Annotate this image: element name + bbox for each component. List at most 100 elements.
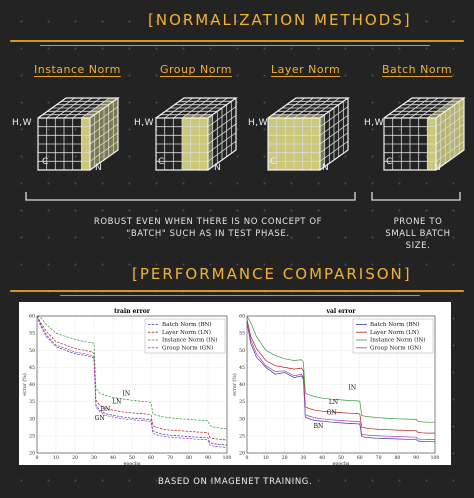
- y-tick-label: 35: [29, 399, 35, 405]
- y-tick-label: 55: [29, 331, 35, 337]
- legend-box: [144, 318, 226, 354]
- left-bracket: [25, 192, 356, 201]
- y-axis-label: error (%): [231, 373, 238, 396]
- plot-frame: [36, 315, 228, 454]
- cube-c-label: C: [386, 157, 393, 167]
- series-line-bn: [246, 322, 435, 443]
- x-tick-label: 30: [300, 455, 306, 461]
- y-tick-label: 40: [29, 382, 35, 388]
- x-tick-label: 50: [129, 455, 135, 461]
- legend-entry: Layer Norm (LN): [370, 329, 419, 336]
- cube-c-label: C: [158, 157, 165, 167]
- series-line-gn: [246, 322, 435, 440]
- series-line-in: [36, 315, 228, 430]
- x-tick-label: 20: [282, 455, 288, 461]
- y-axis-label: error (%): [21, 373, 28, 396]
- cube-n-label: N: [214, 163, 222, 173]
- method-label-batch-norm: Batch Norm: [382, 63, 453, 76]
- cube-layer-norm: [267, 97, 350, 171]
- cube-instance-norm: [37, 97, 120, 171]
- series-annotation-ln: LN: [329, 399, 338, 406]
- cube-hw-label: H,W: [248, 118, 269, 128]
- legend-entry: Batch Norm (BN): [370, 321, 420, 328]
- cube-n-label: N: [434, 163, 442, 173]
- x-tick-label: 60: [148, 455, 154, 461]
- y-tick-label: 25: [29, 433, 35, 439]
- highlight-region: [182, 114, 213, 118]
- y-tick-label: 25: [239, 433, 245, 439]
- series-line-in: [246, 315, 435, 423]
- x-tick-label: 10: [53, 455, 59, 461]
- note-robust: Robust even when there is no concept of …: [93, 217, 323, 239]
- y-tick-label: 20: [239, 451, 245, 457]
- x-tick-label: 30: [91, 455, 97, 461]
- x-tick-label: 70: [167, 455, 173, 461]
- x-tick-label: 100: [223, 455, 232, 461]
- section-title-normalization: [Normalization Methods]: [148, 11, 412, 29]
- title-underline: [60, 295, 420, 296]
- series-annotation-in: IN: [122, 390, 130, 397]
- cube-c-label: C: [42, 157, 49, 167]
- y-tick-label: 50: [239, 348, 245, 354]
- x-tick-label: 90: [413, 455, 419, 461]
- chart-title: train error: [114, 308, 151, 315]
- x-tick-label: 50: [338, 455, 344, 461]
- y-tick-label: 30: [29, 416, 35, 422]
- legend-entry: Instance Norm (IN): [162, 337, 218, 344]
- series-annotation-bn: BN: [314, 423, 324, 430]
- series-annotation-in: IN: [348, 385, 356, 392]
- x-tick-label: 100: [431, 455, 440, 461]
- legend-entry: Group Norm (GN): [370, 344, 421, 351]
- cube-hw-label: H,W: [12, 118, 33, 128]
- x-tick-label: 80: [186, 455, 192, 461]
- figure-caption: Based on Imagenet training.: [158, 477, 313, 487]
- section-title-performance: [Performance Comparison]: [132, 265, 412, 283]
- x-tick-label: 0: [36, 455, 39, 461]
- cube-hw-label: H,W: [364, 118, 385, 128]
- plot-frame: [246, 315, 436, 454]
- legend-entry: Batch Norm (BN): [162, 321, 212, 328]
- legend-entry: Layer Norm (LN): [162, 329, 211, 336]
- x-axis-label: epochs: [332, 461, 350, 465]
- title-underline: [10, 40, 464, 42]
- x-tick-label: 0: [246, 455, 249, 461]
- title-underline: [40, 45, 430, 46]
- method-label-layer-norm: Layer Norm: [271, 63, 341, 76]
- error-charts: 0 10 20 30 40 50 60 70 80 90 100202530354045505560…: [21, 308, 440, 467]
- y-tick-label: 35: [239, 399, 245, 405]
- cube-n-label: N: [322, 163, 330, 173]
- y-tick-label: 50: [29, 348, 35, 354]
- normalization-cubes: [37, 97, 466, 171]
- series-line-bn: [36, 315, 228, 446]
- series-annotation-bn: BN: [101, 406, 111, 413]
- series-annotation-ln: LN: [112, 398, 121, 405]
- x-tick-label: 90: [205, 455, 211, 461]
- y-tick-label: 60: [239, 314, 245, 320]
- y-tick-label: 20: [29, 451, 35, 457]
- y-tick-label: 55: [239, 331, 245, 337]
- y-tick-label: 30: [239, 416, 245, 422]
- x-tick-label: 10: [263, 455, 269, 461]
- cube-n-label: N: [95, 163, 103, 173]
- chart-0: 0 10 20 30 40 50 60 70 80 90 100 20 25 30 35 40 45 50 55 60…: [21, 308, 232, 467]
- legend-entry: Instance Norm (IN): [370, 337, 426, 344]
- series-line-gn: [36, 315, 228, 448]
- performance-figure: 0 10 20 30 40 50 60 70 80 90 100 20 25 30 35 40 45 50 55 60…: [19, 302, 451, 467]
- series-line-ln: [36, 315, 228, 441]
- x-tick-label: 80: [394, 455, 400, 461]
- x-tick-label: 60: [357, 455, 363, 461]
- grouping-brackets: [25, 192, 461, 201]
- title-underline: [10, 290, 464, 292]
- x-tick-label: 40: [110, 455, 116, 461]
- y-tick-label: 60: [29, 314, 35, 320]
- y-tick-label: 40: [239, 382, 245, 388]
- x-tick-label: 40: [319, 455, 325, 461]
- chart-title: val error: [325, 308, 356, 315]
- cube-batch-norm: [383, 97, 466, 171]
- y-tick-label: 45: [239, 365, 245, 371]
- right-bracket: [371, 192, 461, 201]
- x-axis-label: epochs: [123, 461, 141, 465]
- series-line-ln: [246, 319, 435, 434]
- cube-group-norm: [155, 97, 238, 171]
- note-prone: Prone to small batch size.: [385, 217, 451, 251]
